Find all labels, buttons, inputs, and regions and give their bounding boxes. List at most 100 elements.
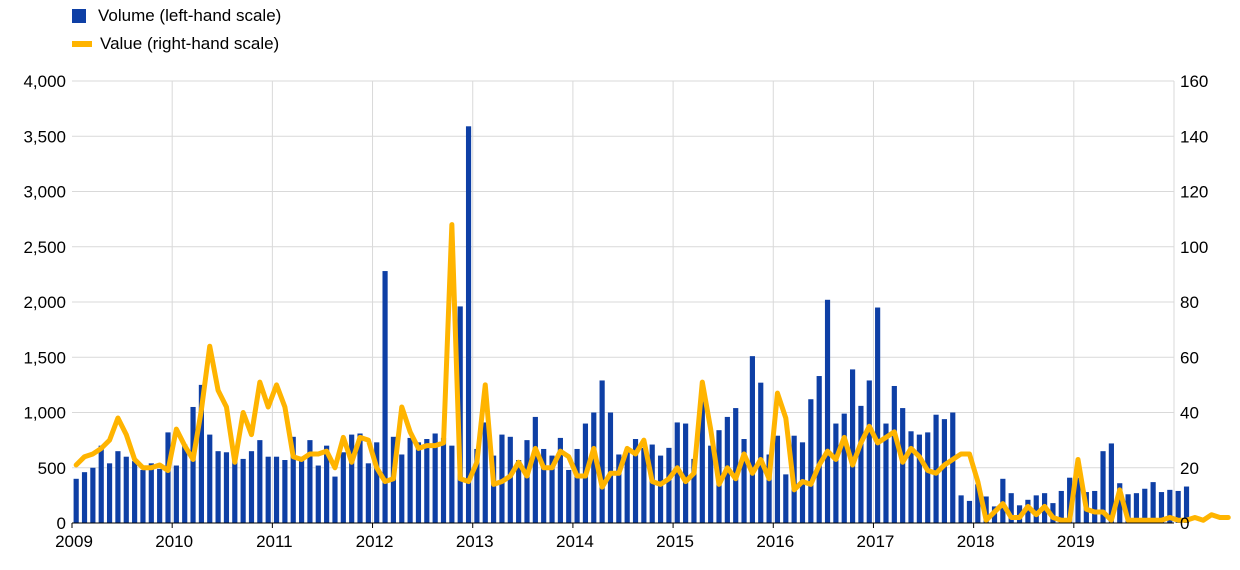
left-tick-label: 3,000: [23, 183, 66, 202]
volume-bar: [382, 271, 388, 523]
volume-bar: [465, 126, 472, 524]
volume-bar: [808, 399, 814, 523]
volume-bar: [1175, 490, 1181, 523]
volume-bar: [841, 413, 847, 523]
volume-bar: [549, 455, 555, 523]
volume-bar: [816, 376, 822, 523]
volume-bar: [148, 463, 154, 523]
left-tick-label: 3,500: [23, 127, 66, 146]
volume-bar: [449, 445, 455, 523]
volume-bar: [290, 436, 296, 523]
volume-bar: [265, 456, 271, 523]
volume-bar: [440, 437, 447, 523]
volume-bar: [657, 455, 664, 523]
right-tick-label: 100: [1180, 238, 1208, 257]
volume-bar: [1125, 494, 1131, 523]
right-tick-label: 140: [1180, 127, 1208, 146]
volume-bar: [891, 385, 897, 523]
volume-bar: [632, 439, 639, 523]
volume-bar: [215, 451, 221, 523]
volume-bar: [900, 408, 906, 523]
volume-bar: [666, 447, 672, 523]
right-tick-label: 40: [1180, 404, 1199, 423]
left-tick-label: 2,500: [23, 238, 66, 257]
volume-bar: [365, 463, 371, 523]
x-tick-label: 2017: [857, 532, 895, 551]
x-tick-label: 2011: [256, 532, 293, 551]
x-axis-ticks: 2009 2010 2011 2012 2013 2014 2015 2016 2017 2018…: [55, 523, 1095, 551]
volume-bar: [875, 307, 881, 523]
volume-bar: [282, 460, 288, 523]
left-tick-label: 0: [57, 514, 66, 533]
volume-bar: [691, 458, 697, 523]
right-tick-label: 120: [1180, 183, 1208, 202]
volume-bar: [198, 384, 204, 523]
volume-bar: [482, 422, 488, 523]
volume-bar: [173, 465, 179, 523]
x-tick-label: 2015: [656, 532, 694, 551]
volume-bar: [424, 439, 430, 523]
volume-bar: [557, 437, 563, 523]
volume-bar: [1117, 483, 1123, 523]
left-tick-label: 4,000: [23, 72, 66, 91]
volume-bar: [165, 432, 171, 523]
volume-bar: [1133, 493, 1140, 523]
x-tick-label: 2016: [756, 532, 794, 551]
volume-bar: [941, 419, 948, 523]
volume-bar: [1142, 488, 1148, 523]
left-tick-label: 2,000: [23, 293, 66, 312]
volume-bar: [474, 448, 480, 523]
left-axis-ticks: 0 500 1,000 1,500 2,000 2,500 3,000 3,500 4,000: [23, 72, 66, 533]
volume-bar: [407, 437, 413, 523]
volume-bar: [1050, 503, 1056, 523]
volume-bar: [1025, 499, 1031, 523]
volume-bar: [1183, 486, 1190, 523]
left-tick-label: 1,500: [23, 348, 66, 367]
legend: Volume (left-hand scale) Value (right-ha…: [72, 2, 281, 58]
volume-bar: [916, 434, 922, 523]
right-tick-label: 60: [1180, 348, 1199, 367]
volume-bar: [783, 474, 789, 523]
x-tick-label: 2012: [356, 532, 394, 551]
value-line-layer: [73, 222, 1231, 523]
volume-bar: [616, 454, 622, 523]
x-tick-label: 2010: [155, 532, 193, 551]
volume-bar: [741, 439, 747, 523]
volume-bar: [432, 433, 438, 523]
volume-bar: [223, 452, 230, 523]
volume-bar: [683, 423, 689, 523]
volume-bar: [591, 412, 597, 523]
legend-item-volume: Volume (left-hand scale): [72, 2, 281, 30]
volume-bar: [849, 369, 856, 523]
volume-bar: [708, 445, 714, 523]
volume-bar: [674, 422, 680, 523]
volume-bar: [1075, 477, 1081, 523]
volume-bar: [1150, 482, 1156, 523]
volume-bar: [1167, 489, 1173, 523]
volume-bar: [908, 431, 914, 523]
volume-bar: [115, 451, 121, 523]
volume-bar: [966, 500, 973, 523]
volume-bar: [349, 434, 355, 523]
volume-bar: [132, 461, 138, 523]
right-axis-ticks: 0 20 40 60 80 100 120 140 160: [1180, 72, 1208, 533]
volume-bar: [1000, 478, 1006, 523]
volume-bars: [73, 126, 1190, 524]
volume-bar: [399, 454, 405, 523]
volume-bar: [1033, 495, 1039, 523]
volume-bar: [516, 460, 522, 523]
x-tick-label: 2014: [556, 532, 594, 551]
volume-bar: [883, 423, 889, 523]
legend-item-value: Value (right-hand scale): [72, 30, 281, 58]
volume-bar: [541, 448, 547, 523]
volume-bar: [1058, 490, 1064, 523]
volume-bar: [858, 405, 864, 523]
legend-label-value: Value (right-hand scale): [100, 34, 280, 53]
volume-bar: [833, 423, 839, 523]
volume-bar: [157, 468, 163, 523]
volume-bar: [599, 380, 605, 523]
x-tick-label: 2018: [957, 532, 995, 551]
volume-bar: [766, 454, 772, 523]
volume-bar: [248, 451, 255, 523]
volume-bar: [933, 414, 939, 523]
